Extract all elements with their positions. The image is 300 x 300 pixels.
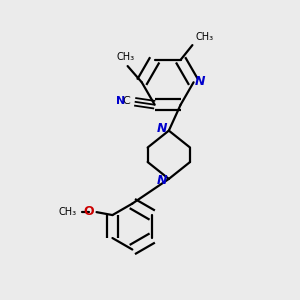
Text: O: O bbox=[83, 205, 94, 218]
Text: N: N bbox=[116, 96, 125, 106]
Text: C: C bbox=[123, 96, 130, 106]
Text: CH₃: CH₃ bbox=[59, 206, 77, 217]
Text: N: N bbox=[195, 75, 205, 88]
Text: N: N bbox=[157, 174, 168, 187]
Text: CH₃: CH₃ bbox=[116, 52, 134, 62]
Text: CH₃: CH₃ bbox=[195, 32, 214, 42]
Text: N: N bbox=[157, 122, 168, 135]
